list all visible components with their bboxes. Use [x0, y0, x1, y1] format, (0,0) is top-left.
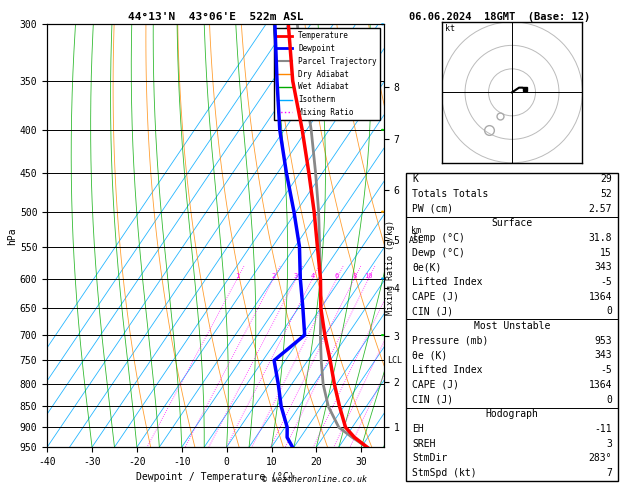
Text: 6: 6	[335, 273, 339, 278]
Y-axis label: hPa: hPa	[7, 227, 17, 244]
Text: 343: 343	[594, 350, 612, 361]
Text: -5: -5	[600, 277, 612, 287]
Text: 0: 0	[606, 306, 612, 316]
Text: CIN (J): CIN (J)	[412, 306, 454, 316]
Text: 343: 343	[594, 262, 612, 272]
Text: kt: kt	[445, 24, 455, 33]
Text: © weatheronline.co.uk: © weatheronline.co.uk	[262, 474, 367, 484]
Text: 0: 0	[606, 395, 612, 404]
Text: 52: 52	[600, 189, 612, 199]
Text: CAPE (J): CAPE (J)	[412, 292, 459, 302]
Title: 44°13'N  43°06'E  522m ASL: 44°13'N 43°06'E 522m ASL	[128, 12, 303, 22]
Text: CIN (J): CIN (J)	[412, 395, 454, 404]
Text: 3: 3	[606, 439, 612, 449]
Text: 2.57: 2.57	[588, 204, 612, 213]
Text: Dewp (°C): Dewp (°C)	[412, 248, 465, 258]
Text: 3: 3	[294, 273, 298, 278]
Text: Most Unstable: Most Unstable	[474, 321, 550, 331]
Text: 8: 8	[352, 273, 357, 278]
Text: PW (cm): PW (cm)	[412, 204, 454, 213]
Text: -11: -11	[594, 424, 612, 434]
Text: 1364: 1364	[588, 380, 612, 390]
Text: Lifted Index: Lifted Index	[412, 365, 482, 375]
X-axis label: Dewpoint / Temperature (°C): Dewpoint / Temperature (°C)	[136, 472, 295, 483]
Text: Surface: Surface	[491, 218, 533, 228]
Text: 1: 1	[235, 273, 240, 278]
Text: Pressure (mb): Pressure (mb)	[412, 336, 489, 346]
Text: CAPE (J): CAPE (J)	[412, 380, 459, 390]
Text: 2: 2	[272, 273, 276, 278]
Text: Temp (°C): Temp (°C)	[412, 233, 465, 243]
Text: LCL: LCL	[387, 356, 402, 365]
Text: Hodograph: Hodograph	[486, 409, 538, 419]
Text: SREH: SREH	[412, 439, 436, 449]
Text: 10: 10	[364, 273, 373, 278]
Y-axis label: km
ASL: km ASL	[408, 226, 423, 245]
Legend: Temperature, Dewpoint, Parcel Trajectory, Dry Adiabat, Wet Adiabat, Isotherm, Mi: Temperature, Dewpoint, Parcel Trajectory…	[274, 28, 380, 120]
Text: Mixing Ratio (g/kg): Mixing Ratio (g/kg)	[386, 220, 395, 315]
Text: 4: 4	[311, 273, 314, 278]
Text: 06.06.2024  18GMT  (Base: 12): 06.06.2024 18GMT (Base: 12)	[409, 12, 590, 22]
Text: 1364: 1364	[588, 292, 612, 302]
Text: 15: 15	[600, 248, 612, 258]
Text: K: K	[412, 174, 418, 184]
Text: StmDir: StmDir	[412, 453, 447, 463]
Text: 29: 29	[600, 174, 612, 184]
Text: Totals Totals: Totals Totals	[412, 189, 489, 199]
Text: 953: 953	[594, 336, 612, 346]
Text: EH: EH	[412, 424, 424, 434]
Text: θe(K): θe(K)	[412, 262, 442, 272]
Text: 31.8: 31.8	[588, 233, 612, 243]
Text: 7: 7	[606, 468, 612, 478]
Text: Lifted Index: Lifted Index	[412, 277, 482, 287]
Text: -5: -5	[600, 365, 612, 375]
Text: θe (K): θe (K)	[412, 350, 447, 361]
Text: 283°: 283°	[588, 453, 612, 463]
Text: StmSpd (kt): StmSpd (kt)	[412, 468, 477, 478]
